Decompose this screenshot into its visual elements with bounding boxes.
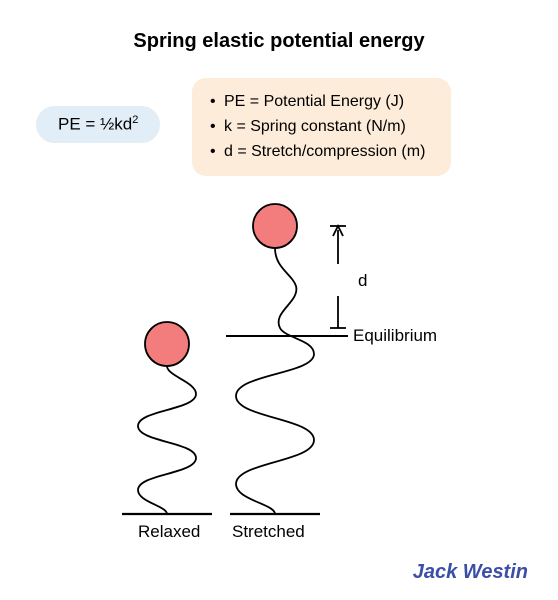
relaxed-ball [145, 322, 189, 366]
relaxed-label: Relaxed [138, 522, 200, 542]
stretched-ball [253, 204, 297, 248]
page-title: Spring elastic potential energy [0, 30, 558, 53]
legend-item: •k = Spring constant (N/m) [210, 115, 425, 140]
spring-diagram: Relaxed Stretched Equilibrium d [100, 196, 480, 546]
d-label: d [358, 271, 367, 291]
equilibrium-label: Equilibrium [353, 326, 437, 346]
formula-text: PE = ½kd2 [58, 114, 138, 135]
d-marker [330, 226, 346, 328]
legend-item: •PE = Potential Energy (J) [210, 90, 425, 115]
formula-box: PE = ½kd2 [36, 106, 160, 143]
legend-box: •PE = Potential Energy (J) •k = Spring c… [192, 78, 451, 176]
stretched-label: Stretched [232, 522, 305, 542]
attribution: Jack Westin [413, 561, 528, 584]
relaxed-spring [138, 366, 196, 514]
stretched-spring [236, 248, 314, 514]
legend-item: •d = Stretch/compression (m) [210, 140, 425, 165]
